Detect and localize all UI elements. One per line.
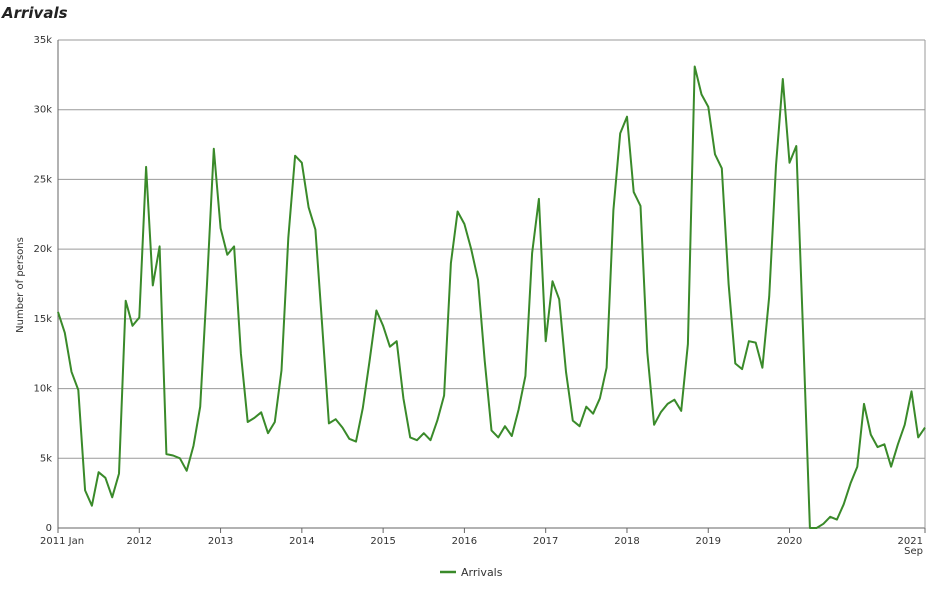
- series-layer: [57, 65, 926, 529]
- x-tick-label: 2021: [898, 536, 923, 547]
- y-tick-label: 30k: [33, 105, 52, 116]
- y-tick-label: 5k: [40, 453, 52, 464]
- x-tick-label: 2020: [777, 536, 802, 547]
- x-tick-label: 2012: [127, 536, 152, 547]
- chart-title: Arrivals: [2, 4, 68, 22]
- y-tick-label: 35k: [33, 35, 52, 46]
- x-tick-label: 2014: [289, 536, 314, 547]
- y-tick-label: 10k: [33, 384, 52, 395]
- y-axis-ticks: 0 5k 10k 15k 20k 25k 30k 35k: [33, 35, 52, 534]
- legend-label-arrivals: Arrivals: [461, 566, 503, 579]
- legend[interactable]: Arrivals: [440, 566, 503, 579]
- x-tick-sublabel: Sep: [904, 546, 923, 557]
- x-tick-label: 2017: [533, 536, 558, 547]
- x-tick-label: 2011 Jan: [40, 536, 84, 547]
- x-tick-label: 2015: [370, 536, 395, 547]
- gridlines: [57, 39, 926, 529]
- x-tick-label: 2016: [452, 536, 477, 547]
- x-tick-label: 2013: [208, 536, 233, 547]
- y-tick-label: 15k: [33, 314, 52, 325]
- x-tick-label: 2019: [696, 536, 721, 547]
- y-axis-title: Number of persons: [15, 237, 26, 333]
- y-tick-label: 20k: [33, 244, 52, 255]
- x-axis-ticks: 2011 Jan 2012 2013 2014 2015 2016 2017 2018 2019…: [40, 528, 926, 557]
- x-tick-label: 2018: [614, 536, 639, 547]
- y-tick-label: 25k: [33, 174, 52, 185]
- y-tick-label: 0: [46, 523, 52, 534]
- series-line-arrivals[interactable]: [57, 65, 926, 529]
